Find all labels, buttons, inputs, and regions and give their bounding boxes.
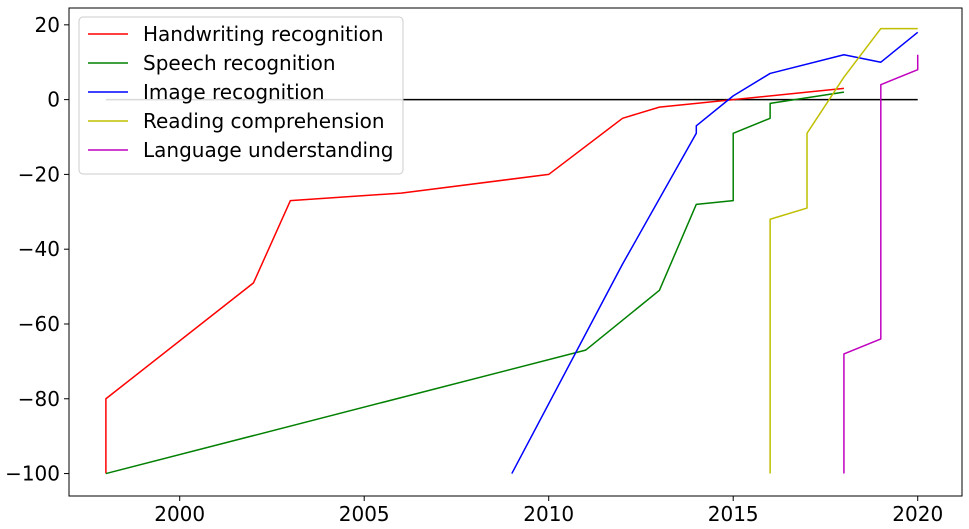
x-tick-label: 2005 xyxy=(339,502,390,526)
plot-lines xyxy=(105,27,919,475)
series-line-3 xyxy=(769,27,918,474)
series-line-4 xyxy=(843,54,919,474)
plot-frame xyxy=(68,7,963,497)
y-tick-label: −80 xyxy=(18,387,60,411)
series-line-2 xyxy=(511,31,919,474)
legend-label-4: Language understanding xyxy=(143,138,393,162)
x-tick-label: 2010 xyxy=(523,502,574,526)
legend-box xyxy=(78,16,404,175)
y-tick-label: 20 xyxy=(35,13,60,37)
x-tick-label: 2015 xyxy=(708,502,759,526)
legend-label-3: Reading comprehension xyxy=(143,109,385,133)
y-tick-label: −20 xyxy=(18,162,60,186)
y-tick-label: 0 xyxy=(47,88,60,112)
y-tick-label: −40 xyxy=(18,237,60,261)
y-tick-label: −60 xyxy=(18,312,60,336)
series-line-1 xyxy=(105,91,845,475)
legend: Handwriting recognition Speech recognitio… xyxy=(78,16,404,175)
y-tick-label: −100 xyxy=(5,462,60,486)
legend-label-2: Image recognition xyxy=(143,80,325,104)
x-tick-label: 2000 xyxy=(154,502,205,526)
legend-label-0: Handwriting recognition xyxy=(143,22,384,46)
legend-label-1: Speech recognition xyxy=(143,51,336,75)
x-tick-label: 2020 xyxy=(892,502,943,526)
series-line-0 xyxy=(105,87,844,474)
